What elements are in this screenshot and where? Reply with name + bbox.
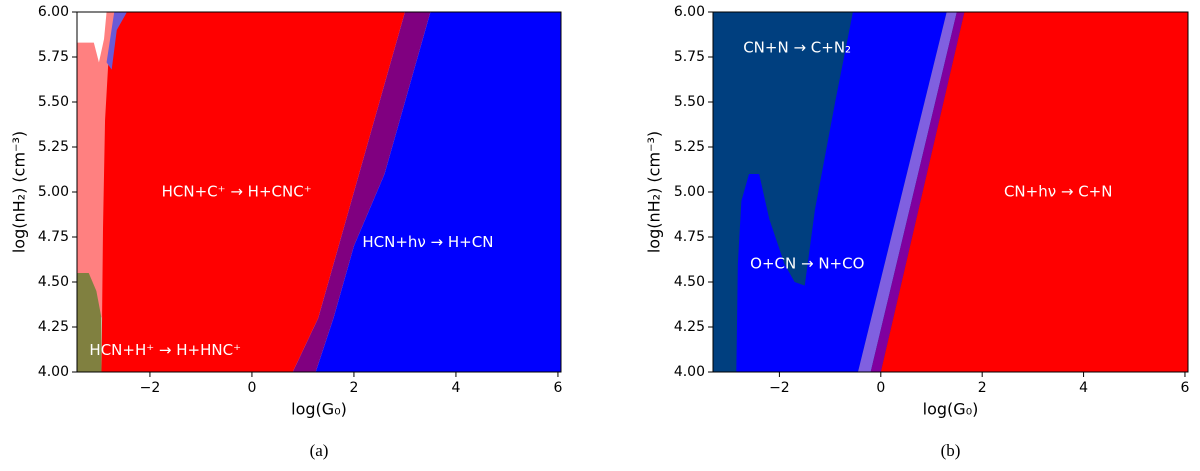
region-label: CN+N → C+N₂ — [743, 39, 851, 57]
y-tick-label: 5.00 — [38, 184, 69, 200]
region-label: CN+hν → C+N — [1004, 183, 1113, 201]
y-tick-label: 5.50 — [674, 94, 705, 110]
y-tick-label: 5.75 — [674, 49, 705, 65]
y-tick-label: 4.50 — [38, 274, 69, 290]
region — [77, 273, 102, 372]
y-tick-label: 5.25 — [38, 139, 69, 155]
region — [101, 12, 405, 372]
y-tick-label: 4.00 — [38, 364, 69, 380]
y-tick-label: 5.75 — [38, 49, 69, 65]
x-tick-label: 2 — [978, 380, 987, 396]
y-tick-label: 4.75 — [38, 229, 69, 245]
y-axis-label: log(nH₂) (cm⁻³) — [645, 131, 664, 253]
region-label: HCN+H⁺ → H+HNC⁺ — [89, 341, 241, 359]
y-tick-label: 6.00 — [674, 4, 705, 20]
region — [315, 12, 561, 372]
x-tick-label: 2 — [349, 380, 358, 396]
y-tick-label: 5.25 — [674, 139, 705, 155]
region — [880, 12, 1188, 372]
y-tick-label: 6.00 — [38, 4, 69, 20]
y-tick-label: 4.50 — [674, 274, 705, 290]
region — [106, 12, 127, 70]
x-tick-label: −2 — [769, 380, 790, 396]
y-tick-label: 5.50 — [38, 94, 69, 110]
region — [870, 12, 965, 372]
x-tick-label: 6 — [1180, 380, 1189, 396]
x-axis-label: log(G₀) — [291, 400, 347, 419]
y-tick-label: 4.75 — [674, 229, 705, 245]
region — [736, 12, 947, 372]
caption: (b) — [941, 441, 961, 460]
y-tick-label: 4.25 — [38, 319, 69, 335]
x-axis-label: log(G₀) — [923, 400, 979, 419]
x-tick-label: 0 — [876, 380, 885, 396]
y-tick-label: 4.00 — [674, 364, 705, 380]
x-tick-label: 6 — [553, 380, 562, 396]
y-tick-label: 5.00 — [674, 184, 705, 200]
region — [292, 12, 431, 372]
caption: (a) — [310, 441, 329, 460]
x-tick-label: 0 — [247, 380, 256, 396]
y-tick-label: 4.25 — [674, 319, 705, 335]
regions — [736, 12, 1188, 372]
x-tick-label: 4 — [451, 380, 460, 396]
x-tick-label: 4 — [1079, 380, 1088, 396]
region-label: HCN+C⁺ → H+CNC⁺ — [162, 183, 312, 201]
region-label: O+CN → N+CO — [750, 255, 864, 273]
region — [857, 12, 957, 372]
region-label: HCN+hν → H+CN — [362, 233, 493, 251]
y-axis-label: log(nH₂) (cm⁻³) — [10, 131, 29, 253]
x-tick-label: −2 — [140, 380, 161, 396]
regions — [77, 12, 561, 372]
